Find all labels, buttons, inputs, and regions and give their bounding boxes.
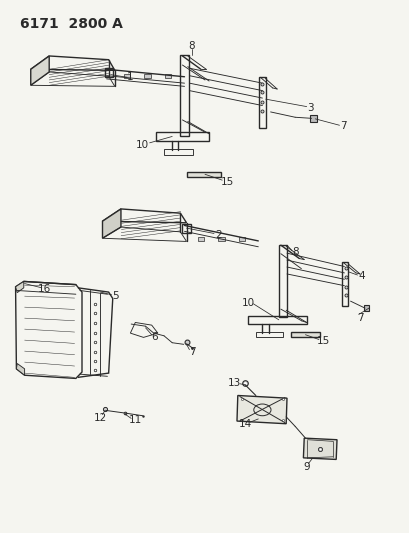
Polygon shape [218, 237, 224, 241]
Text: 6: 6 [151, 332, 158, 342]
Text: 7: 7 [357, 313, 363, 323]
Text: 9: 9 [303, 462, 309, 472]
Text: 16: 16 [38, 284, 51, 294]
Polygon shape [197, 237, 204, 241]
Text: 3: 3 [307, 103, 313, 112]
Text: 14: 14 [238, 419, 251, 429]
Text: 2: 2 [214, 230, 221, 239]
Polygon shape [236, 395, 286, 424]
Text: 6171  2800 A: 6171 2800 A [20, 17, 123, 31]
Text: 8: 8 [292, 247, 299, 256]
Polygon shape [16, 281, 24, 293]
Text: 15: 15 [317, 336, 330, 346]
Text: 7: 7 [189, 347, 196, 357]
Text: 13: 13 [227, 378, 240, 387]
Polygon shape [124, 74, 130, 78]
Polygon shape [238, 237, 245, 241]
Polygon shape [31, 56, 49, 85]
Text: 4: 4 [357, 271, 364, 281]
Polygon shape [290, 332, 319, 337]
Text: 5: 5 [112, 291, 119, 301]
Polygon shape [144, 74, 151, 78]
Text: 11: 11 [128, 415, 142, 425]
Text: 15: 15 [220, 177, 234, 187]
Text: 7: 7 [339, 122, 346, 131]
Text: 12: 12 [94, 413, 107, 423]
Polygon shape [363, 305, 368, 311]
Polygon shape [303, 438, 336, 459]
Polygon shape [16, 364, 25, 375]
Text: 1: 1 [127, 72, 133, 82]
Polygon shape [102, 209, 121, 238]
Text: 10: 10 [136, 140, 149, 150]
Polygon shape [309, 115, 316, 122]
Polygon shape [186, 172, 221, 177]
Text: 10: 10 [241, 298, 254, 308]
Text: 8: 8 [188, 41, 195, 51]
Polygon shape [164, 74, 171, 78]
